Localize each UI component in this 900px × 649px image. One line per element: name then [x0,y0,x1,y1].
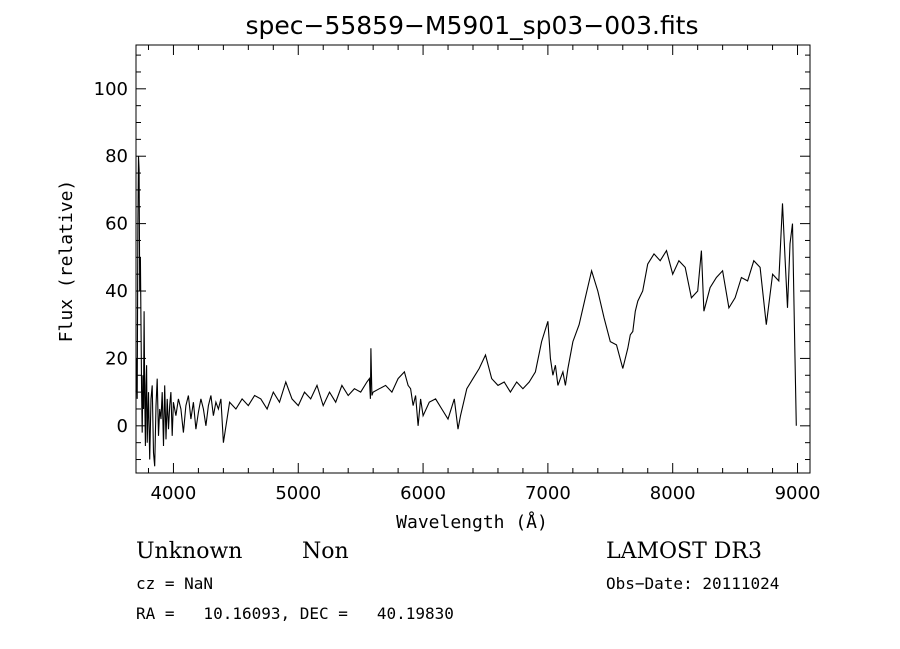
x-tick-label: 8000 [650,483,696,504]
x-tick-label: 6000 [400,483,446,504]
chart-title: spec−55859−M5901_sp03−003.fits [245,11,698,40]
survey-name: LAMOST DR3 [606,539,762,564]
y-tick-label: 20 [105,348,128,369]
y-tick-label: 0 [117,416,128,437]
plot-frame [135,44,811,474]
coordinates-label: RA = 10.16093, DEC = 40.19830 [136,604,454,623]
plot-border [135,44,811,474]
spectrum-line [135,156,797,467]
y-tick-label: 60 [105,214,128,235]
redshift-label: cz = NaN [136,574,213,593]
x-tick-label: 4000 [151,483,197,504]
x-axis-label: Wavelength (Å) [396,511,548,533]
x-tick-label: 9000 [775,483,821,504]
x-axis-ticks: 4000 5000 6000 7000 8000 9000 [147,45,821,504]
object-class: Unknown [136,539,242,564]
obs-date-label: Obs−Date: 20111024 [606,574,779,593]
y-axis-label: Flux (relative) [56,180,77,343]
x-tick-label: 5000 [275,483,321,504]
y-tick-label: 100 [94,79,128,100]
x-tick-label: 7000 [525,483,571,504]
object-subclass: Non [302,539,349,564]
y-tick-label: 40 [105,281,128,302]
y-tick-label: 80 [105,146,128,167]
y-axis-ticks: 0 20 40 60 80 100 [94,54,810,461]
